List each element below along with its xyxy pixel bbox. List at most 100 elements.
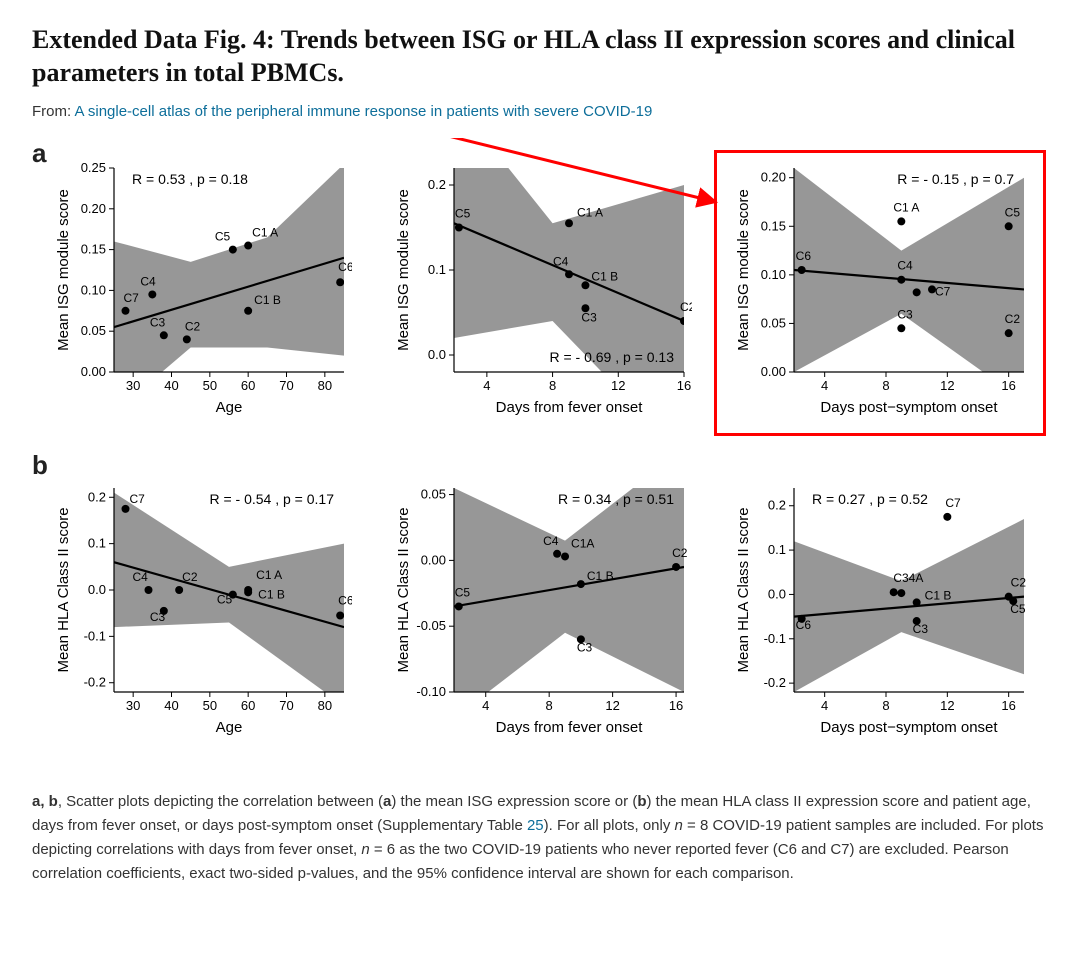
caption-t2: ) the mean ISG expression score or ( bbox=[391, 793, 637, 810]
svg-text:16: 16 bbox=[1001, 698, 1015, 713]
caption-lead: a, b bbox=[32, 793, 58, 810]
svg-text:C3: C3 bbox=[897, 307, 913, 321]
svg-text:70: 70 bbox=[279, 378, 293, 393]
svg-text:C5: C5 bbox=[217, 593, 233, 607]
row-label-b: b bbox=[32, 450, 48, 481]
svg-text:0.0: 0.0 bbox=[88, 582, 106, 597]
svg-text:60: 60 bbox=[241, 378, 255, 393]
caption-t1: , Scatter plots depicting the correlatio… bbox=[58, 793, 383, 810]
svg-text:Age: Age bbox=[216, 719, 243, 736]
svg-text:Days post−symptom onset: Days post−symptom onset bbox=[820, 399, 998, 416]
svg-text:50: 50 bbox=[203, 378, 217, 393]
svg-text:30: 30 bbox=[126, 698, 140, 713]
svg-text:C1 A: C1 A bbox=[252, 226, 278, 240]
svg-text:C34A: C34A bbox=[893, 571, 923, 585]
svg-text:Mean HLA Class II score: Mean HLA Class II score bbox=[735, 507, 752, 672]
svg-text:12: 12 bbox=[605, 698, 619, 713]
svg-text:R = - 0.15 , p = 0.7: R = - 0.15 , p = 0.7 bbox=[897, 171, 1014, 187]
svg-text:0.00: 0.00 bbox=[761, 364, 786, 379]
svg-text:C5: C5 bbox=[1005, 205, 1021, 219]
chart-b-age: C7C4C2C3C5C1 AC1 BC6304050607080-0.2-0.1… bbox=[52, 478, 352, 738]
from-line: From: A single-cell atlas of the periphe… bbox=[32, 103, 1048, 120]
svg-text:12: 12 bbox=[611, 378, 625, 393]
svg-text:0.0: 0.0 bbox=[428, 347, 446, 362]
svg-text:C3: C3 bbox=[581, 310, 597, 324]
svg-text:C6: C6 bbox=[338, 594, 352, 608]
svg-text:Mean HLA Class II score: Mean HLA Class II score bbox=[55, 507, 72, 672]
chart-b-symptom: C6C1 BC3C7C2C5C34A481216-0.2-0.10.00.10.… bbox=[732, 478, 1032, 738]
svg-text:C3: C3 bbox=[150, 610, 166, 624]
from-prefix: From: bbox=[32, 103, 75, 120]
svg-text:-0.2: -0.2 bbox=[764, 675, 786, 690]
svg-text:0.1: 0.1 bbox=[768, 542, 786, 557]
svg-text:C1 B: C1 B bbox=[258, 587, 285, 601]
svg-text:8: 8 bbox=[882, 698, 889, 713]
svg-text:C1 A: C1 A bbox=[256, 568, 282, 582]
svg-text:0.05: 0.05 bbox=[421, 487, 446, 502]
chart-a-symptom: C6C1 AC4C3C7C5C24812160.000.050.100.150.… bbox=[732, 158, 1032, 418]
supp-table-link[interactable]: 25 bbox=[527, 817, 544, 834]
svg-text:C6: C6 bbox=[796, 618, 812, 632]
svg-text:0.2: 0.2 bbox=[88, 489, 106, 504]
svg-text:C1 A: C1 A bbox=[577, 205, 603, 219]
svg-text:8: 8 bbox=[546, 698, 553, 713]
svg-text:0.20: 0.20 bbox=[81, 201, 106, 216]
svg-text:0.15: 0.15 bbox=[761, 218, 786, 233]
svg-text:40: 40 bbox=[164, 378, 178, 393]
svg-text:Mean ISG module score: Mean ISG module score bbox=[735, 189, 752, 351]
svg-text:0.15: 0.15 bbox=[81, 242, 106, 257]
figure-title: Extended Data Fig. 4: Trends between ISG… bbox=[32, 24, 1048, 89]
svg-text:0.1: 0.1 bbox=[428, 262, 446, 277]
svg-text:Mean ISG module score: Mean ISG module score bbox=[395, 189, 412, 351]
svg-text:C7: C7 bbox=[130, 492, 146, 506]
svg-text:-0.1: -0.1 bbox=[84, 628, 106, 643]
svg-text:16: 16 bbox=[677, 378, 691, 393]
svg-text:4: 4 bbox=[821, 698, 828, 713]
svg-text:Days from fever onset: Days from fever onset bbox=[496, 719, 644, 736]
figure-panels: a b C7C4C3C2C5C1 AC1 BC63040506070800.00… bbox=[32, 138, 1048, 778]
svg-text:C7: C7 bbox=[935, 284, 951, 298]
svg-text:Age: Age bbox=[216, 399, 243, 416]
caption-n1: n bbox=[675, 817, 683, 834]
svg-text:Mean HLA Class II score: Mean HLA Class II score bbox=[395, 507, 412, 672]
svg-text:12: 12 bbox=[940, 378, 954, 393]
svg-text:C2: C2 bbox=[182, 570, 198, 584]
svg-text:-0.1: -0.1 bbox=[764, 631, 786, 646]
svg-text:60: 60 bbox=[241, 698, 255, 713]
svg-text:12: 12 bbox=[940, 698, 954, 713]
svg-text:8: 8 bbox=[549, 378, 556, 393]
svg-text:8: 8 bbox=[882, 378, 889, 393]
chart-a-age: C7C4C3C2C5C1 AC1 BC63040506070800.000.05… bbox=[52, 158, 352, 418]
chart-a-fever: C5C1 AC4C1 BC3C24812160.00.10.2Days from… bbox=[392, 158, 692, 418]
svg-text:C6: C6 bbox=[338, 260, 352, 274]
svg-text:0.05: 0.05 bbox=[761, 315, 786, 330]
svg-text:-0.2: -0.2 bbox=[84, 675, 106, 690]
svg-text:C2: C2 bbox=[680, 300, 692, 314]
svg-text:0.2: 0.2 bbox=[768, 498, 786, 513]
svg-text:16: 16 bbox=[1001, 378, 1015, 393]
svg-text:4: 4 bbox=[482, 698, 489, 713]
caption-t4: ). For all plots, only bbox=[544, 817, 675, 834]
svg-text:0.1: 0.1 bbox=[88, 536, 106, 551]
svg-text:80: 80 bbox=[318, 378, 332, 393]
svg-text:C2: C2 bbox=[1011, 576, 1027, 590]
svg-text:C5: C5 bbox=[1010, 602, 1026, 616]
svg-text:C7: C7 bbox=[945, 496, 961, 510]
svg-text:0.0: 0.0 bbox=[768, 586, 786, 601]
svg-text:C4: C4 bbox=[897, 259, 913, 273]
svg-text:70: 70 bbox=[279, 698, 293, 713]
svg-text:C4: C4 bbox=[553, 254, 569, 268]
svg-text:C4: C4 bbox=[543, 534, 559, 548]
figure-caption: a, b, Scatter plots depicting the correl… bbox=[32, 790, 1048, 886]
svg-text:C4: C4 bbox=[133, 570, 149, 584]
svg-text:0.10: 0.10 bbox=[761, 267, 786, 282]
svg-text:C2: C2 bbox=[672, 546, 688, 560]
svg-text:C3: C3 bbox=[150, 315, 166, 329]
svg-text:C6: C6 bbox=[796, 249, 812, 263]
svg-text:R = 0.53 , p = 0.18: R = 0.53 , p = 0.18 bbox=[132, 171, 248, 187]
svg-text:C5: C5 bbox=[455, 207, 471, 221]
source-link[interactable]: A single-cell atlas of the peripheral im… bbox=[75, 103, 653, 120]
svg-text:-0.05: -0.05 bbox=[416, 618, 446, 633]
svg-text:R = - 0.54 , p = 0.17: R = - 0.54 , p = 0.17 bbox=[209, 491, 334, 507]
svg-text:0.2: 0.2 bbox=[428, 177, 446, 192]
